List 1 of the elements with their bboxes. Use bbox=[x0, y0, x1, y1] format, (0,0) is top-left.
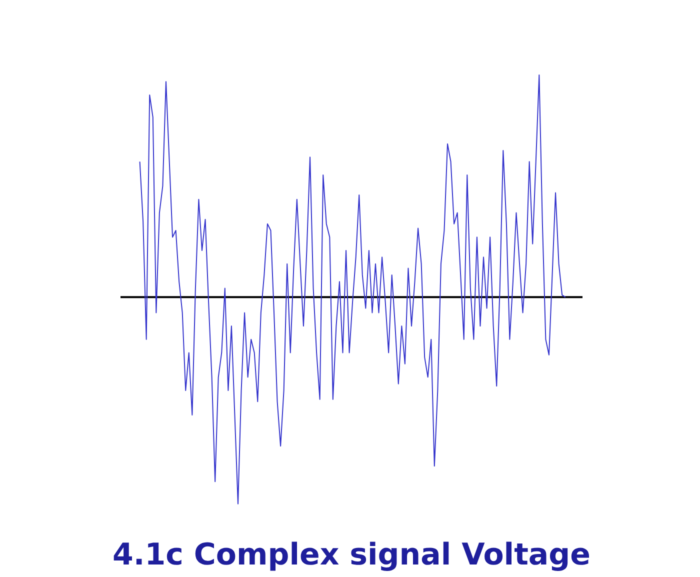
text: 4.1c Complex signal Voltage bbox=[112, 538, 590, 572]
